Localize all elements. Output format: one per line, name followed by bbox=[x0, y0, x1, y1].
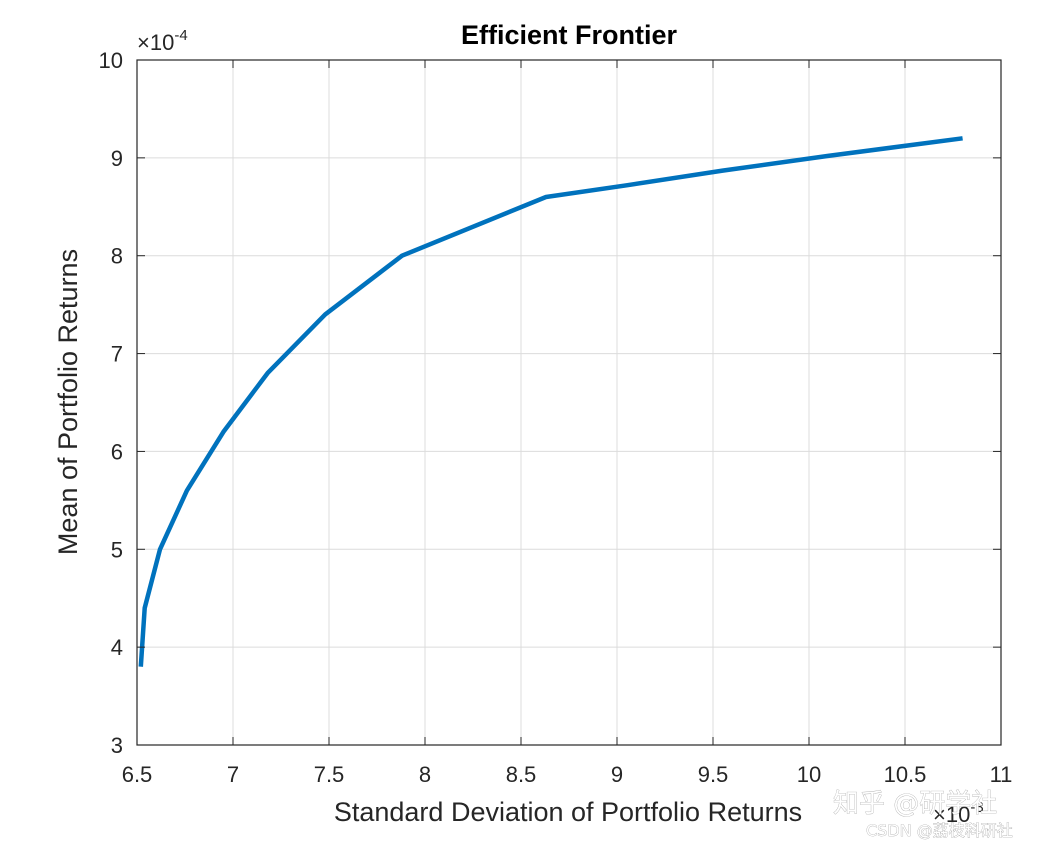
x-tick-label: 7 bbox=[227, 762, 239, 787]
x-exponent-power: -3 bbox=[970, 799, 983, 816]
x-tick-label: 10.5 bbox=[884, 762, 927, 787]
y-tick-label: 8 bbox=[111, 244, 123, 269]
x-tick-label: 8.5 bbox=[506, 762, 537, 787]
x-tick-label: 11 bbox=[990, 762, 1013, 787]
y-exponent-label: ×10-4 bbox=[137, 27, 188, 55]
x-axis-label: Standard Deviation of Portfolio Returns bbox=[334, 797, 802, 827]
watermark-line2: CSDN @荔枝科研社 bbox=[866, 821, 1013, 840]
y-axis-label: Mean of Portfolio Returns bbox=[53, 249, 83, 555]
svg-text:×10-4: ×10-4 bbox=[137, 27, 188, 55]
y-tick-label: 10 bbox=[99, 48, 123, 73]
y-tick-label: 6 bbox=[111, 439, 123, 464]
x-tick-label: 9.5 bbox=[698, 762, 729, 787]
watermark-line1: 知乎 @研学社 bbox=[833, 789, 997, 819]
x-tick-label: 10 bbox=[797, 762, 821, 787]
x-exponent-label: ×10-3 bbox=[933, 799, 984, 827]
x-tick-label: 7.5 bbox=[314, 762, 345, 787]
series-layer bbox=[138, 136, 963, 667]
y-tick-label: 7 bbox=[111, 342, 123, 367]
x-tick-label: 8 bbox=[419, 762, 431, 787]
x-exponent-base: ×10 bbox=[933, 802, 970, 827]
watermark: 知乎 @研学社 CSDN @荔枝科研社 bbox=[833, 789, 1013, 841]
plot-area bbox=[137, 60, 1001, 745]
tick-marks bbox=[136, 59, 1002, 746]
y-exponent-base: ×10 bbox=[137, 30, 174, 55]
x-tick-labels: 6.5 7 7.5 8 8.5 9 9.5 10 10.5 11 bbox=[122, 762, 1013, 787]
y-tick-label: 9 bbox=[111, 146, 123, 171]
y-tick-label: 5 bbox=[111, 537, 123, 562]
svg-text:×10-3: ×10-3 bbox=[933, 799, 984, 827]
y-tick-label: 3 bbox=[111, 733, 123, 758]
y-tick-label: 4 bbox=[111, 635, 123, 660]
y-exponent-power: -4 bbox=[174, 27, 187, 44]
y-tick-labels: 3 4 5 6 7 8 9 10 bbox=[99, 48, 123, 758]
x-tick-label: 9 bbox=[611, 762, 623, 787]
frontier-line bbox=[138, 136, 963, 667]
x-tick-label: 6.5 bbox=[122, 762, 153, 787]
axes-box bbox=[136, 59, 1002, 746]
chart-title: Efficient Frontier bbox=[461, 20, 678, 50]
